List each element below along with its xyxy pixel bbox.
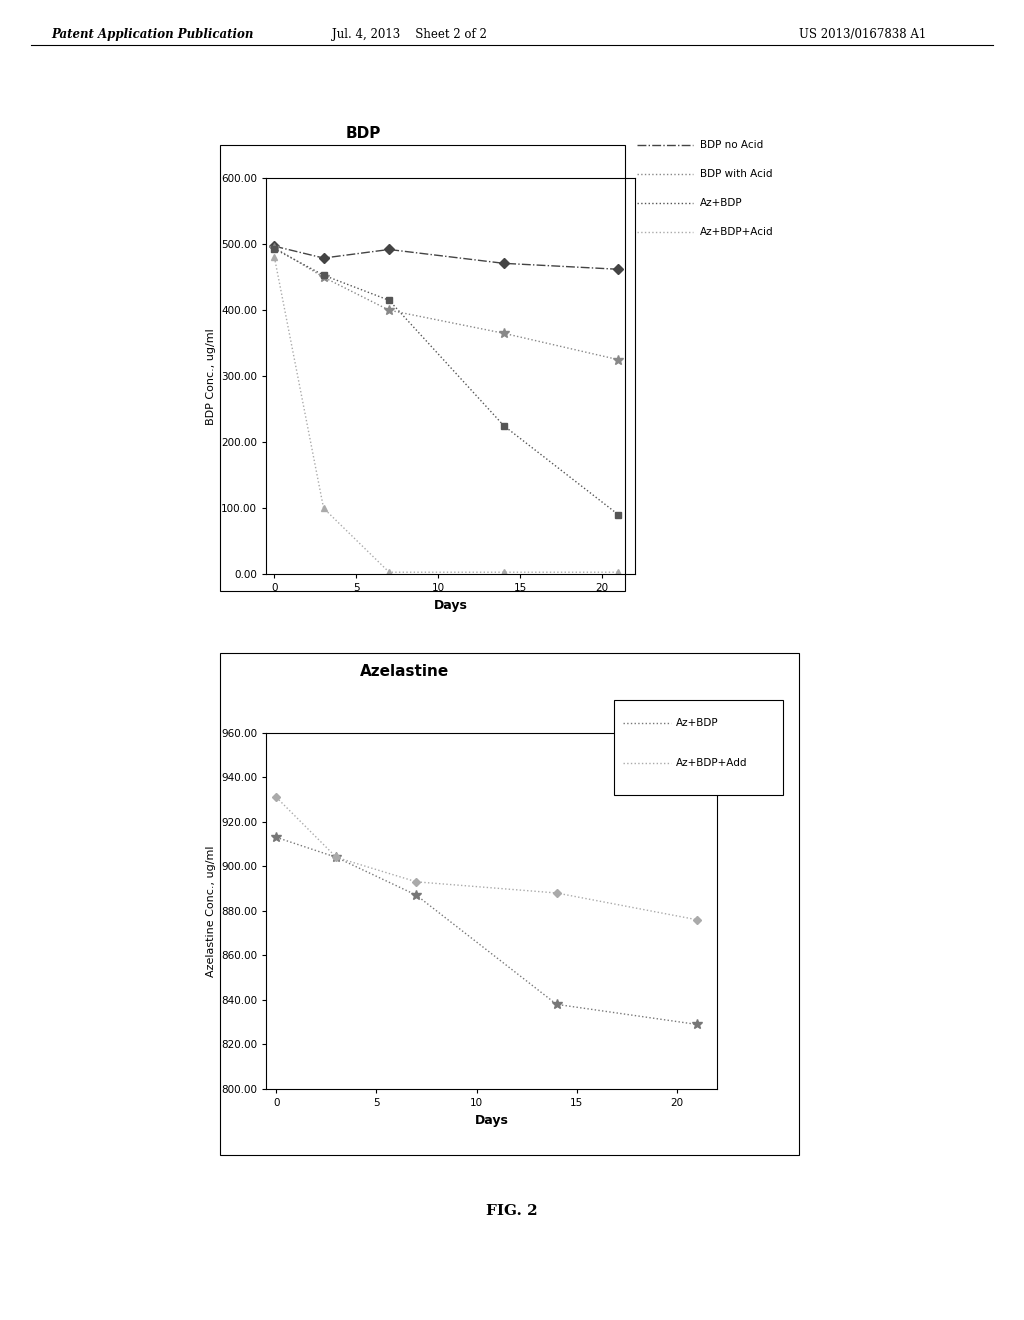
- Az+BDP+Add: [270, 789, 283, 805]
- Text: Azelastine: Azelastine: [359, 664, 450, 678]
- BDP with Acid: [383, 302, 395, 318]
- Text: BDP no Acid: BDP no Acid: [700, 140, 764, 150]
- Az+BDP+Add: [551, 884, 563, 900]
- BDP no Acid: [498, 256, 510, 272]
- Text: Az+BDP+Acid: Az+BDP+Acid: [700, 227, 774, 238]
- Az+BDP+Add: [690, 912, 702, 928]
- BDP with Acid: [498, 326, 510, 342]
- Az+BDP+Acid: [612, 565, 625, 581]
- Az+BDP: [330, 850, 342, 866]
- Line: Az+BDP+Acid: Az+BDP+Acid: [271, 253, 622, 576]
- X-axis label: Days: Days: [474, 1114, 509, 1126]
- Az+BDP+Acid: [383, 565, 395, 581]
- BDP with Acid: [612, 352, 625, 368]
- Text: Patent Application Publication: Patent Application Publication: [51, 28, 254, 41]
- Line: BDP no Acid: BDP no Acid: [271, 243, 622, 273]
- BDP no Acid: [612, 261, 625, 277]
- Y-axis label: BDP Conc., ug/ml: BDP Conc., ug/ml: [206, 327, 216, 425]
- Az+BDP: [498, 417, 510, 433]
- Text: BDP: BDP: [346, 127, 381, 141]
- Text: BDP with Acid: BDP with Acid: [700, 169, 773, 180]
- Text: Az+BDP+Add: Az+BDP+Add: [676, 758, 748, 768]
- Az+BDP: [690, 1016, 702, 1032]
- X-axis label: Days: Days: [433, 599, 468, 611]
- Az+BDP+Add: [411, 874, 423, 890]
- BDP with Acid: [317, 269, 330, 285]
- Text: Az+BDP: Az+BDP: [676, 718, 719, 729]
- Az+BDP: [270, 829, 283, 845]
- Az+BDP+Add: [330, 850, 342, 866]
- Y-axis label: Azelastine Conc., ug/ml: Azelastine Conc., ug/ml: [206, 845, 215, 977]
- Az+BDP: [551, 997, 563, 1012]
- BDP no Acid: [383, 242, 395, 257]
- Az+BDP+Acid: [498, 565, 510, 581]
- Az+BDP: [268, 242, 281, 257]
- Text: FIG. 2: FIG. 2: [486, 1204, 538, 1218]
- Text: Az+BDP: Az+BDP: [700, 198, 743, 209]
- Line: BDP with Acid: BDP with Acid: [269, 243, 624, 364]
- Az+BDP+Acid: [317, 500, 330, 516]
- Az+BDP+Acid: [268, 249, 281, 265]
- Az+BDP: [612, 507, 625, 523]
- BDP no Acid: [317, 251, 330, 267]
- BDP with Acid: [268, 240, 281, 256]
- Text: Jul. 4, 2013    Sheet 2 of 2: Jul. 4, 2013 Sheet 2 of 2: [332, 28, 487, 41]
- Line: Az+BDP+Add: Az+BDP+Add: [273, 795, 699, 923]
- Line: Az+BDP: Az+BDP: [271, 246, 622, 519]
- Az+BDP: [317, 267, 330, 284]
- Az+BDP: [383, 292, 395, 308]
- Text: US 2013/0167838 A1: US 2013/0167838 A1: [799, 28, 926, 41]
- Line: Az+BDP: Az+BDP: [271, 833, 701, 1030]
- Az+BDP: [411, 887, 423, 903]
- BDP no Acid: [268, 238, 281, 253]
